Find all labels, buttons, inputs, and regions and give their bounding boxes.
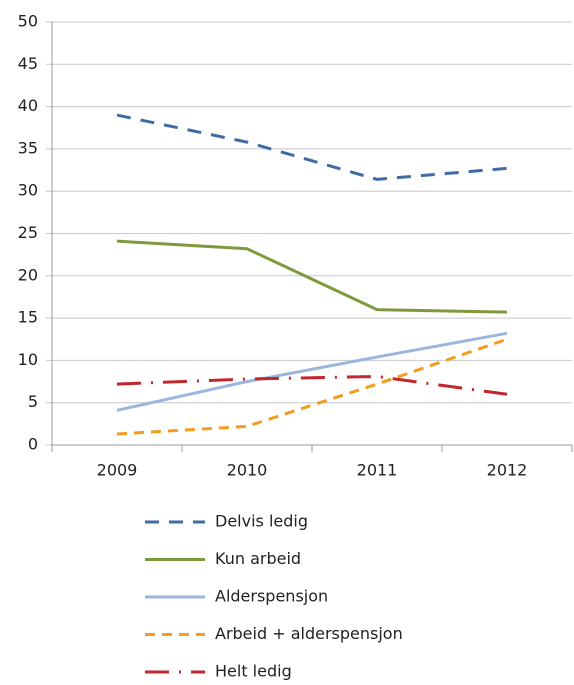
y-tick-label: 50: [18, 12, 38, 31]
legend-label: Helt ledig: [215, 662, 292, 681]
y-tick-label: 10: [18, 350, 38, 369]
y-tick-label: 5: [28, 392, 38, 411]
y-tick-label: 45: [18, 54, 38, 73]
y-tick-label: 35: [18, 138, 38, 157]
x-tick-label: 2009: [97, 461, 138, 480]
legend-label: Delvis ledig: [215, 512, 308, 531]
legend-label: Arbeid + alderspensjon: [215, 624, 403, 643]
legend-label: Alderspensjon: [215, 587, 328, 606]
series-line: [116, 374, 508, 396]
x-tick-label: 2011: [357, 461, 398, 480]
series-line: [116, 113, 508, 181]
y-tick-label: 40: [18, 96, 38, 115]
y-tick-label: 15: [18, 308, 38, 327]
legend-label: Kun arbeid: [215, 549, 301, 568]
y-tick-label: 0: [28, 435, 38, 454]
y-tick-label: 20: [18, 265, 38, 284]
y-tick-label: 25: [18, 223, 38, 242]
series-line: [116, 331, 508, 412]
y-tick-label: 30: [18, 181, 38, 200]
series-line: [116, 239, 508, 314]
x-tick-label: 2012: [487, 461, 528, 480]
x-tick-label: 2010: [227, 461, 268, 480]
